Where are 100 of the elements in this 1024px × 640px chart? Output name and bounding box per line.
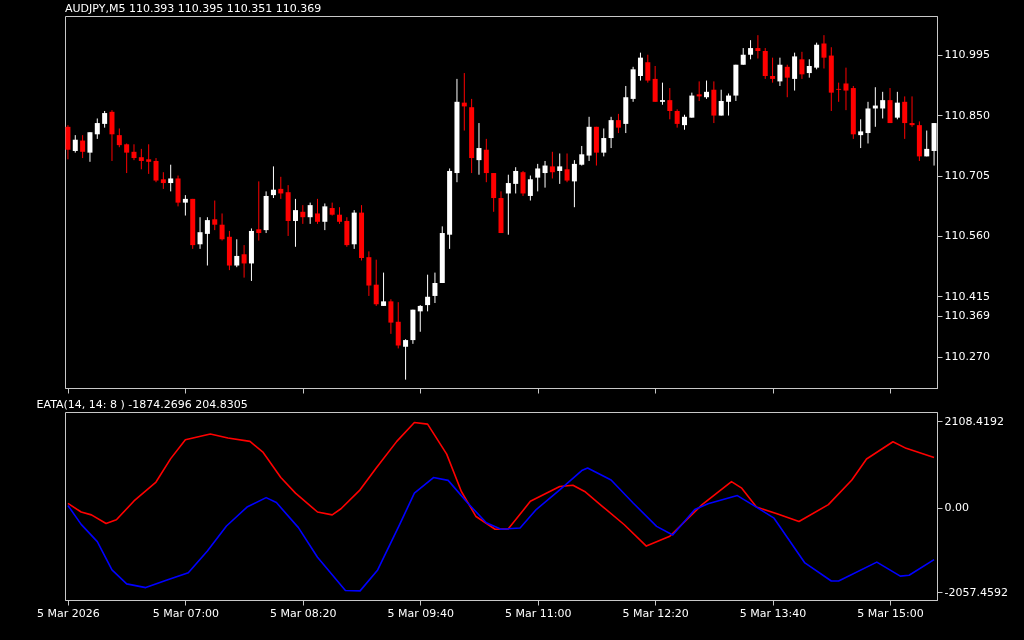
candlestick xyxy=(168,164,174,192)
candlestick xyxy=(315,198,320,225)
candlestick xyxy=(652,65,658,103)
candlestick xyxy=(212,200,218,231)
x-tick-label: 5 Mar 07:00 xyxy=(152,606,220,620)
candlestick xyxy=(146,143,152,175)
x-tick-label: 5 Mar 13:40 xyxy=(739,606,807,620)
candlestick xyxy=(109,109,115,162)
candlestick xyxy=(153,157,159,183)
candlestick xyxy=(579,145,585,167)
candlestick xyxy=(726,92,732,117)
candlestick xyxy=(381,272,387,307)
candlestick xyxy=(909,95,915,128)
chart-title: EATA(14, 14: 8 ) -1874.2696 204.8305 xyxy=(36,398,248,411)
y-tick-label: 110.415 xyxy=(944,289,990,303)
candlestick xyxy=(417,304,423,333)
x-tick-label: 5 Mar 2026 xyxy=(37,606,100,620)
candlestick xyxy=(843,67,849,111)
candlestick xyxy=(138,148,144,170)
candlestick xyxy=(432,272,438,304)
candlestick xyxy=(116,127,122,148)
candlestick xyxy=(718,89,724,117)
x-tick-label: 5 Mar 08:20 xyxy=(270,606,337,620)
y-tick-label: 110.850 xyxy=(944,108,990,122)
candlestick xyxy=(637,52,643,82)
candlestick xyxy=(549,151,555,179)
candlestick xyxy=(219,212,225,242)
candlestick xyxy=(322,202,328,231)
candlestick xyxy=(748,39,754,60)
candlestick xyxy=(182,194,188,217)
x-tick-label: 5 Mar 12:20 xyxy=(622,606,689,620)
candlestick xyxy=(615,113,621,134)
candlestick xyxy=(527,175,533,202)
y-tick-label: 110.995 xyxy=(944,48,990,62)
candlestick xyxy=(784,64,790,98)
x-tick-label: 5 Mar 09:40 xyxy=(387,606,454,620)
candlestick xyxy=(307,202,313,225)
candlestick xyxy=(204,216,210,267)
candlestick xyxy=(87,131,93,163)
candlestick xyxy=(667,87,673,120)
candlestick xyxy=(689,92,695,119)
candlestick xyxy=(300,204,306,225)
chart-title: AUDJPY,M5 110.393 110.395 110.351 110.369 xyxy=(65,2,322,15)
candlestick xyxy=(520,170,526,197)
candlestick xyxy=(513,166,519,194)
candlestick xyxy=(388,298,394,335)
candlestick xyxy=(483,138,489,183)
y-tick-label: 110.270 xyxy=(944,350,990,364)
candlestick xyxy=(65,124,71,160)
y-tick-label: 2108.4192 xyxy=(944,414,1004,428)
candlestick xyxy=(659,82,665,106)
candlestick xyxy=(373,259,379,307)
candlestick xyxy=(814,42,820,70)
candlestick xyxy=(704,80,710,100)
candlestick xyxy=(131,143,137,161)
candlestick xyxy=(674,108,680,129)
candlestick xyxy=(270,165,276,199)
candlestick xyxy=(806,58,812,79)
candlestick xyxy=(535,163,541,192)
candlestick xyxy=(836,82,842,103)
x-tick-label: 5 Mar 15:00 xyxy=(857,606,924,620)
candlestick xyxy=(234,238,240,268)
candlestick xyxy=(645,54,651,84)
candlestick xyxy=(799,51,805,80)
candlestick xyxy=(755,34,761,59)
line-series xyxy=(67,421,935,547)
candlestick xyxy=(608,116,614,149)
candlestick xyxy=(858,118,864,149)
candlestick xyxy=(425,274,431,312)
candlestick xyxy=(777,57,783,87)
candlestick xyxy=(403,338,409,381)
y-tick-label: 110.560 xyxy=(944,229,990,243)
candlestick xyxy=(124,142,130,174)
candlestick xyxy=(821,34,827,69)
line-series xyxy=(67,467,935,592)
candlestick xyxy=(696,80,702,102)
candlestick xyxy=(902,95,908,140)
candlestick xyxy=(887,87,893,124)
y-tick-label: 110.369 xyxy=(944,309,990,323)
y-tick-label: 110.705 xyxy=(944,169,990,183)
candlestick xyxy=(94,117,100,140)
candlestick xyxy=(476,122,482,176)
candlestick xyxy=(241,244,247,279)
y-tick-label: -2057.4592 xyxy=(944,585,1008,599)
candlestick xyxy=(395,301,401,349)
candlestick xyxy=(770,57,776,84)
y-tick-label: 0.00 xyxy=(944,501,969,515)
candlestick xyxy=(601,127,607,157)
candlestick xyxy=(505,174,511,236)
x-tick-label: 5 Mar 11:00 xyxy=(504,606,572,620)
candlestick xyxy=(80,134,86,159)
candlestick xyxy=(256,180,262,242)
candlestick xyxy=(292,198,298,248)
candlestick xyxy=(792,52,798,92)
candlestick xyxy=(894,91,900,120)
candlestick xyxy=(557,152,563,185)
candlestick xyxy=(571,159,577,208)
candlestick xyxy=(924,130,930,157)
candlestick xyxy=(564,152,570,183)
candlestick xyxy=(542,160,548,189)
